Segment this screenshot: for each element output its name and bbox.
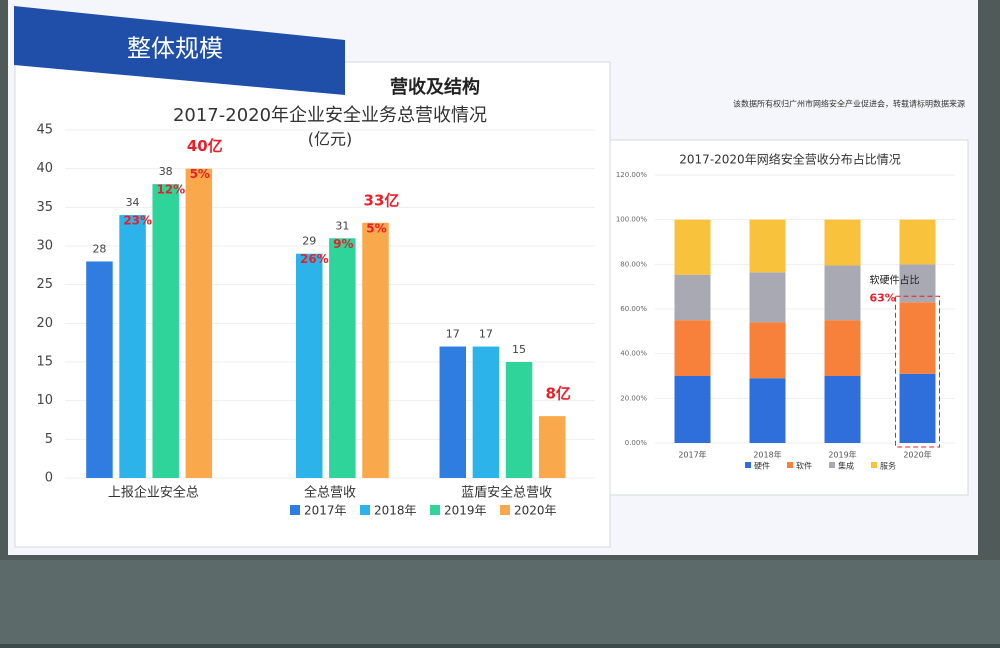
x-tick-label: 2020年	[903, 450, 931, 460]
data-label: 34	[126, 196, 140, 209]
data-label: 15	[512, 343, 526, 356]
bar	[152, 184, 179, 478]
bar	[119, 215, 146, 479]
data-label: 38	[159, 165, 173, 178]
y-tick-label: 45	[36, 123, 53, 138]
bar-segment	[674, 219, 711, 275]
bar	[329, 238, 356, 478]
bar-segment	[824, 320, 861, 376]
legend-swatch	[360, 505, 370, 515]
y-tick-label: 40	[36, 161, 53, 176]
bar-segment	[749, 272, 786, 323]
x-tick-label: 2018年	[753, 450, 781, 460]
growth-label: 23%	[123, 214, 152, 228]
header-band	[14, 6, 345, 95]
y-tick-label: 80.00%	[620, 260, 647, 268]
y-tick-label: 0.00%	[625, 439, 648, 447]
y-tick-label: 30	[36, 239, 53, 254]
legend-label: 2020年	[514, 504, 557, 518]
data-label: 31	[335, 219, 349, 232]
data-label: 33亿	[364, 191, 400, 209]
stage	[0, 560, 1000, 644]
bar-segment	[824, 219, 861, 266]
bar-segment	[749, 322, 786, 379]
y-tick-label: 20.00%	[620, 394, 647, 402]
highlight-box	[895, 295, 940, 448]
data-label: 8亿	[545, 385, 570, 403]
data-label: 17	[479, 328, 493, 341]
x-tick-label: 上报企业安全总	[108, 485, 199, 501]
bar	[439, 346, 467, 478]
x-tick-label: 全总营收	[304, 485, 356, 501]
growth-label: 26%	[300, 252, 329, 266]
legend-label: 2019年	[444, 504, 487, 518]
growth-label: 5%	[366, 221, 386, 235]
bar-segment	[674, 320, 711, 376]
legend-swatch	[787, 462, 793, 468]
y-tick-label: 10	[36, 393, 53, 408]
growth-label: 5%	[190, 167, 210, 181]
annotation-value: 63%	[870, 291, 896, 304]
header-subtitle: 营收及结构	[390, 76, 480, 98]
y-tick-label: 25	[36, 277, 53, 292]
bar	[472, 346, 500, 478]
bar-segment	[749, 219, 786, 273]
y-tick-label: 5	[45, 432, 53, 447]
bar-segment	[824, 265, 861, 321]
bar-segment	[674, 376, 711, 443]
chart-title: 2017-2020年企业安全业务总营收情况	[173, 105, 487, 126]
data-label: 29	[302, 235, 316, 248]
bar	[538, 416, 566, 478]
x-tick-label: 蓝盾安全总营收	[461, 485, 552, 501]
legend-label: 服务	[880, 461, 896, 471]
x-tick-label: 2019年	[828, 450, 856, 460]
legend-label: 集成	[838, 461, 854, 471]
bar-segment	[749, 378, 786, 443]
legend-label: 软件	[796, 461, 812, 471]
y-tick-label: 20	[36, 316, 53, 331]
bar-segment	[674, 274, 711, 321]
legend-swatch	[871, 462, 877, 468]
legend-swatch	[829, 462, 835, 468]
bar	[505, 362, 533, 478]
y-tick-label: 60.00%	[620, 305, 647, 313]
chart-title: 2017-2020年网络安全营收分布占比情况	[679, 152, 900, 167]
annotation-title: 软硬件占比	[870, 273, 920, 286]
data-label: 40亿	[187, 137, 223, 155]
bar-segment	[899, 219, 936, 265]
bar	[295, 253, 323, 478]
y-tick-label: 15	[36, 355, 53, 370]
data-label: 17	[446, 328, 460, 341]
bar	[362, 222, 389, 478]
legend-swatch	[500, 505, 510, 515]
legend-swatch	[745, 462, 751, 468]
bar-segment	[824, 376, 861, 443]
data-label: 28	[92, 242, 106, 255]
y-tick-label: 0	[45, 471, 53, 486]
y-tick-label: 35	[36, 200, 53, 215]
legend-swatch	[430, 505, 440, 515]
y-tick-label: 120.00%	[616, 171, 647, 179]
legend-label: 硬件	[754, 461, 770, 471]
growth-label: 12%	[156, 183, 185, 197]
bar-segment	[899, 302, 936, 374]
growth-label: 9%	[333, 237, 353, 251]
header-title: 整体规模	[127, 35, 223, 63]
legend-label: 2018年	[374, 504, 417, 518]
bar	[86, 261, 113, 478]
y-tick-label: 40.00%	[620, 350, 647, 358]
bar	[185, 168, 213, 478]
y-tick-label: 100.00%	[616, 216, 647, 224]
chart-subtitle: (亿元)	[308, 130, 353, 149]
bar-segment	[899, 373, 936, 443]
legend-label: 2017年	[304, 504, 347, 518]
legend-swatch	[290, 505, 300, 515]
x-tick-label: 2017年	[678, 450, 706, 460]
source-note: 该数据所有权归广州市网络安全产业促进会，转载请标明数据来源	[733, 99, 965, 109]
